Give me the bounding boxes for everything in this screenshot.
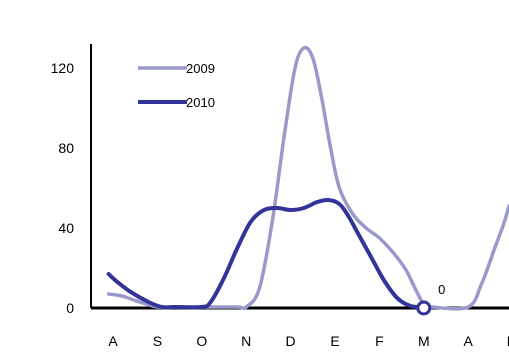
x-tick-label: D bbox=[286, 333, 296, 349]
y-ticks: 0 40 80 120 bbox=[51, 60, 75, 316]
x-tick-label: E bbox=[330, 333, 339, 349]
legend-label-2010: 2010 bbox=[186, 95, 215, 110]
x-tick-label: F bbox=[375, 333, 384, 349]
y-tick-label: 40 bbox=[58, 220, 74, 236]
x-tick-label: M bbox=[418, 333, 430, 349]
y-tick-label: 120 bbox=[51, 60, 75, 76]
x-tick-label: S bbox=[153, 333, 162, 349]
annotation-marker bbox=[416, 300, 432, 316]
x-tick-label: M bbox=[507, 333, 509, 349]
x-tick-label: A bbox=[108, 333, 118, 349]
y-tick-label: 0 bbox=[66, 300, 74, 316]
series-group bbox=[106, 45, 509, 311]
x-ticks: ASONDEFMAM bbox=[108, 333, 509, 349]
annotation-label: 0 bbox=[438, 282, 445, 297]
legend-label-2009: 2009 bbox=[186, 61, 215, 76]
series-line-2010 bbox=[106, 197, 426, 310]
y-tick-label: 80 bbox=[58, 140, 74, 156]
legend: 2009 2010 bbox=[138, 61, 215, 110]
annotations: 0 bbox=[416, 282, 445, 316]
x-tick-label: A bbox=[464, 333, 474, 349]
x-tick-label: N bbox=[241, 333, 251, 349]
x-tick-label: O bbox=[196, 333, 207, 349]
